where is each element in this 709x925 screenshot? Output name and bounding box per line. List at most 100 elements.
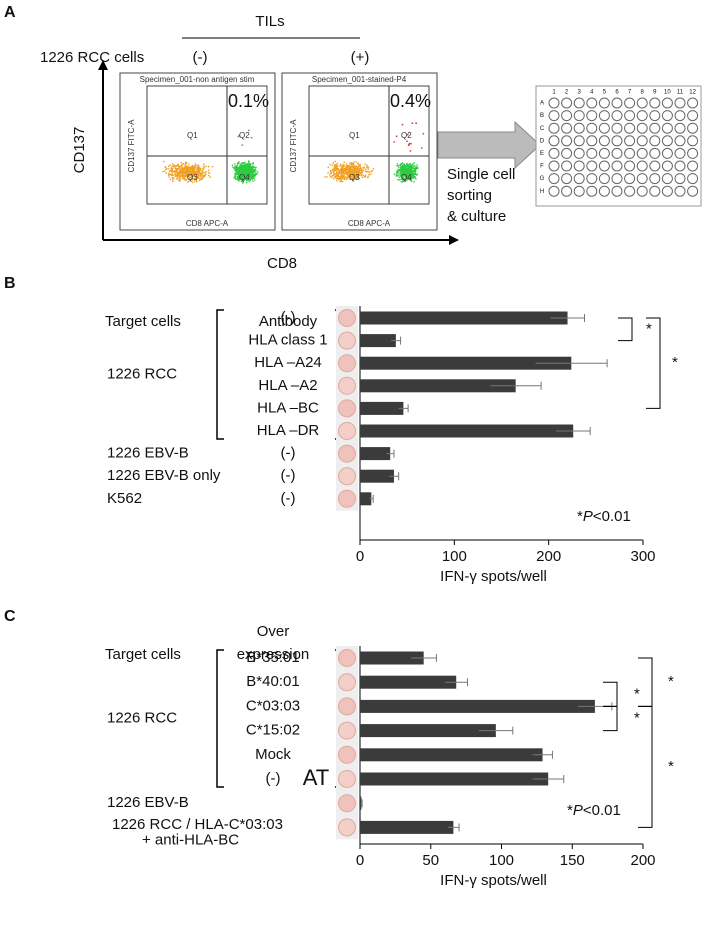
- event-dot: [415, 166, 418, 168]
- significance-star: *: [668, 758, 674, 775]
- event-dot: [189, 169, 192, 171]
- event-dot: [193, 180, 196, 183]
- event-dot: [364, 163, 366, 165]
- plate-col: 2: [565, 90, 569, 96]
- event-dot: [346, 164, 349, 167]
- well: [661, 97, 673, 109]
- event-dot: [409, 167, 411, 169]
- event-dot: [410, 177, 413, 180]
- group-bracket: [216, 649, 224, 788]
- well: [561, 185, 573, 197]
- event-dot: [393, 141, 396, 143]
- well: [636, 135, 648, 147]
- event-dot: [411, 170, 413, 173]
- event-dot: [202, 169, 204, 172]
- event-dot: [173, 164, 175, 166]
- event-dot: [341, 176, 344, 179]
- bar: [360, 724, 496, 738]
- event-dot: [178, 179, 180, 181]
- event-dot: [407, 163, 410, 166]
- event-dot: [402, 176, 404, 179]
- plate-row: G: [540, 176, 545, 182]
- well: [611, 135, 623, 147]
- event-dot: [199, 173, 202, 176]
- well: [573, 147, 585, 159]
- event-dot: [249, 179, 252, 181]
- event-dot: [403, 172, 406, 175]
- event-dot: [405, 167, 408, 170]
- category-label: (-): [281, 467, 296, 484]
- event-dot: [404, 171, 406, 173]
- event-dot: [204, 173, 207, 175]
- event-dot: [338, 165, 341, 167]
- x-tick-label: 200: [536, 548, 561, 565]
- error-bar: [535, 359, 608, 368]
- event-dot: [238, 177, 240, 179]
- well: [561, 160, 573, 172]
- well: [674, 147, 686, 159]
- bar: [360, 675, 457, 689]
- event-dot: [348, 169, 350, 172]
- event-dot: [243, 165, 246, 168]
- event-dot: [360, 173, 363, 176]
- event-dot: [253, 166, 255, 168]
- event-dot: [242, 162, 244, 165]
- significance-star: *: [668, 673, 674, 690]
- well: [611, 160, 623, 172]
- event-dot: [350, 162, 353, 165]
- event-dot: [185, 174, 187, 177]
- event-dot: [248, 164, 251, 167]
- well: [561, 110, 573, 122]
- event-dot: [413, 164, 416, 167]
- event-dot: [199, 178, 201, 180]
- well-image: [338, 818, 356, 837]
- event-dot: [247, 161, 250, 163]
- event-dot: [177, 163, 179, 165]
- panel-label: B: [4, 275, 16, 292]
- event-dot: [332, 171, 335, 174]
- event-dot: [422, 132, 425, 135]
- header-condition: expression: [237, 646, 310, 663]
- header-condition: Over: [257, 623, 290, 640]
- well: [573, 173, 585, 185]
- well: [624, 185, 636, 197]
- event-dot: [410, 167, 413, 169]
- well: [636, 147, 648, 159]
- well-strip: [336, 646, 358, 840]
- event-dot: [354, 174, 356, 176]
- event-dot: [193, 172, 195, 175]
- event-dot: [398, 176, 401, 179]
- event-dot: [247, 129, 250, 132]
- well: [636, 160, 648, 172]
- event-dot: [336, 172, 338, 174]
- event-dot: [244, 163, 247, 166]
- event-dot: [194, 164, 196, 167]
- event-dot: [175, 168, 177, 170]
- x-tick-label: 300: [630, 548, 655, 565]
- rcc-cells-label: 1226 RCC cells: [40, 49, 144, 66]
- event-dot: [238, 169, 240, 172]
- event-dot: [186, 170, 189, 172]
- arrow-text: Single cell: [447, 166, 515, 183]
- well: [649, 122, 661, 134]
- well: [586, 97, 598, 109]
- event-dot: [342, 163, 345, 166]
- event-dot: [180, 161, 183, 164]
- event-dot: [188, 163, 190, 165]
- event-dot: [405, 179, 407, 182]
- plate-col: 1: [552, 90, 556, 96]
- event-dot: [348, 164, 351, 167]
- event-dot: [190, 174, 192, 177]
- well: [573, 185, 585, 197]
- event-dot: [193, 169, 196, 172]
- event-dot: [238, 166, 240, 169]
- event-dot: [401, 170, 403, 173]
- event-dot: [357, 172, 360, 175]
- event-dot: [355, 170, 358, 172]
- event-dot: [336, 175, 338, 178]
- event-dot: [248, 170, 250, 172]
- event-dot: [187, 172, 189, 175]
- event-dot: [247, 179, 250, 181]
- event-dot: [247, 174, 250, 177]
- event-dot: [179, 175, 181, 177]
